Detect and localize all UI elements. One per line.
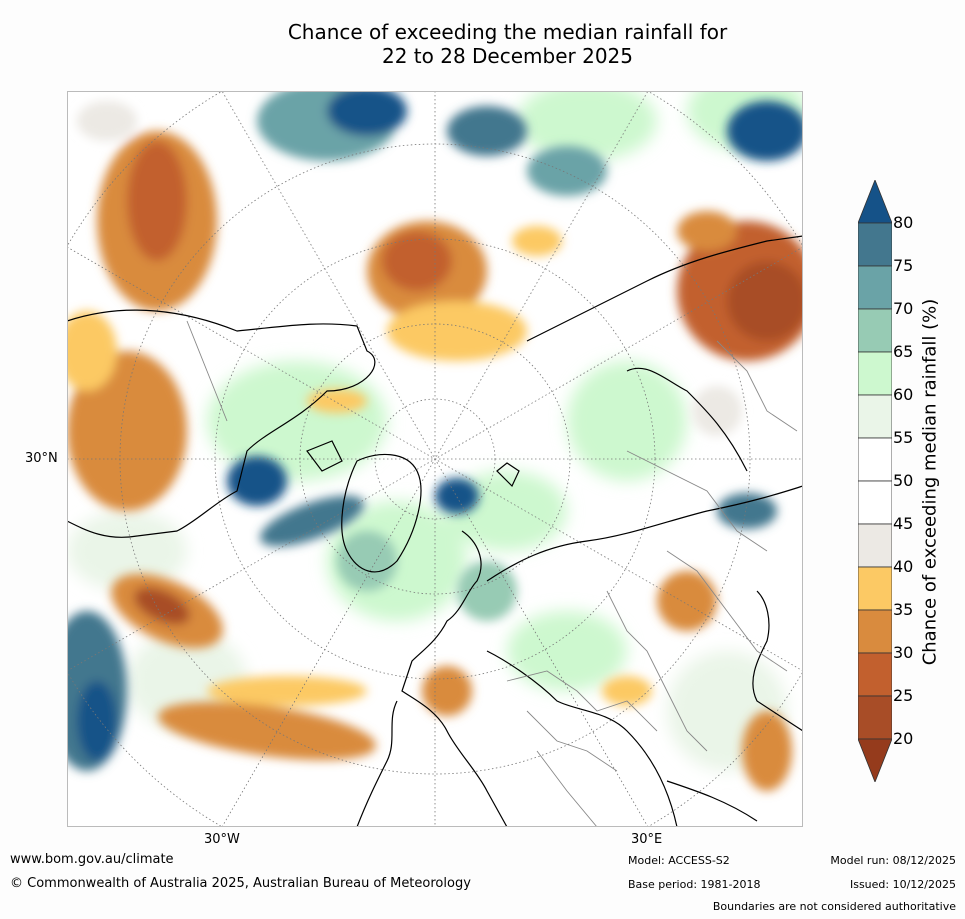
map-title: Chance of exceeding the median rainfall … — [200, 20, 815, 68]
colorbar-tick-60: 60 — [893, 385, 914, 404]
colorbar-tick-25: 25 — [893, 686, 914, 705]
lon-label-30w: 30°W — [204, 832, 240, 847]
colorbar-tick-50: 50 — [893, 471, 914, 490]
map-frame — [67, 91, 803, 827]
colorbar-bin-60-65 — [858, 351, 892, 396]
polar-map-svg — [67, 91, 803, 827]
lat-label-30n: 30°N — [25, 451, 58, 466]
colorbar-tick-30: 30 — [893, 643, 914, 662]
colorbar-bin-25-30 — [858, 652, 892, 697]
colorbar-bins — [858, 180, 892, 782]
colorbar-bin-<20 — [858, 738, 892, 782]
colorbar-bin-30-35 — [858, 609, 892, 654]
colorbar-tick-65: 65 — [893, 342, 914, 361]
colorbar-tick-55: 55 — [893, 428, 914, 447]
footer-copyright: © Commonwealth of Australia 2025, Austra… — [10, 876, 471, 891]
colorbar-tick-45: 45 — [893, 514, 914, 533]
colorbar-tick-70: 70 — [893, 299, 914, 318]
colorbar-tick-35: 35 — [893, 600, 914, 619]
title-line-1: Chance of exceeding the median rainfall … — [287, 20, 728, 44]
colorbar-bin->80 — [858, 180, 892, 224]
lon-label-30e: 30°E — [631, 832, 663, 847]
field-light-green — [67, 91, 803, 771]
rainfall-probability-map — [67, 91, 803, 827]
colorbar-bin-55-60 — [858, 394, 892, 439]
legend-title: Chance of exceeding median rainfall (%) — [919, 298, 941, 666]
footer-base-period: Base period: 1981-2018 — [628, 878, 761, 891]
country-boundaries — [186, 320, 798, 827]
colorbar-bin-40-45 — [858, 523, 892, 568]
footer-url: www.bom.gov.au/climate — [10, 852, 174, 867]
field-dry-orange — [67, 101, 803, 791]
colorbar-bin-75-80 — [858, 222, 892, 267]
footer-disclaimer: Boundaries are not considered authoritat… — [712, 900, 956, 913]
colorbar-tick-20: 20 — [893, 729, 914, 748]
footer-issued: Issued: 10/12/2025 — [849, 878, 956, 891]
colorbar-bin-50-55 — [858, 437, 892, 482]
field-wet-blue — [67, 91, 803, 771]
colorbar-bin-20-25 — [858, 695, 892, 740]
colorbar-bin-70-75 — [858, 265, 892, 310]
colorbar-bin-35-40 — [858, 566, 892, 611]
title-line-2: 22 to 28 December 2025 — [381, 44, 633, 68]
colorbar-bin-45-50 — [858, 480, 892, 525]
colorbar — [858, 180, 892, 782]
colorbar-tick-40: 40 — [893, 557, 914, 576]
footer-model: Model: ACCESS-S2 — [628, 854, 730, 867]
coastlines — [67, 235, 803, 827]
graticule — [67, 91, 803, 827]
colorbar-bin-65-70 — [858, 308, 892, 353]
colorbar-tick-75: 75 — [893, 256, 914, 275]
footer-model-run: Model run: 08/12/2025 — [830, 854, 956, 867]
colorbar-tick-80: 80 — [893, 213, 914, 232]
